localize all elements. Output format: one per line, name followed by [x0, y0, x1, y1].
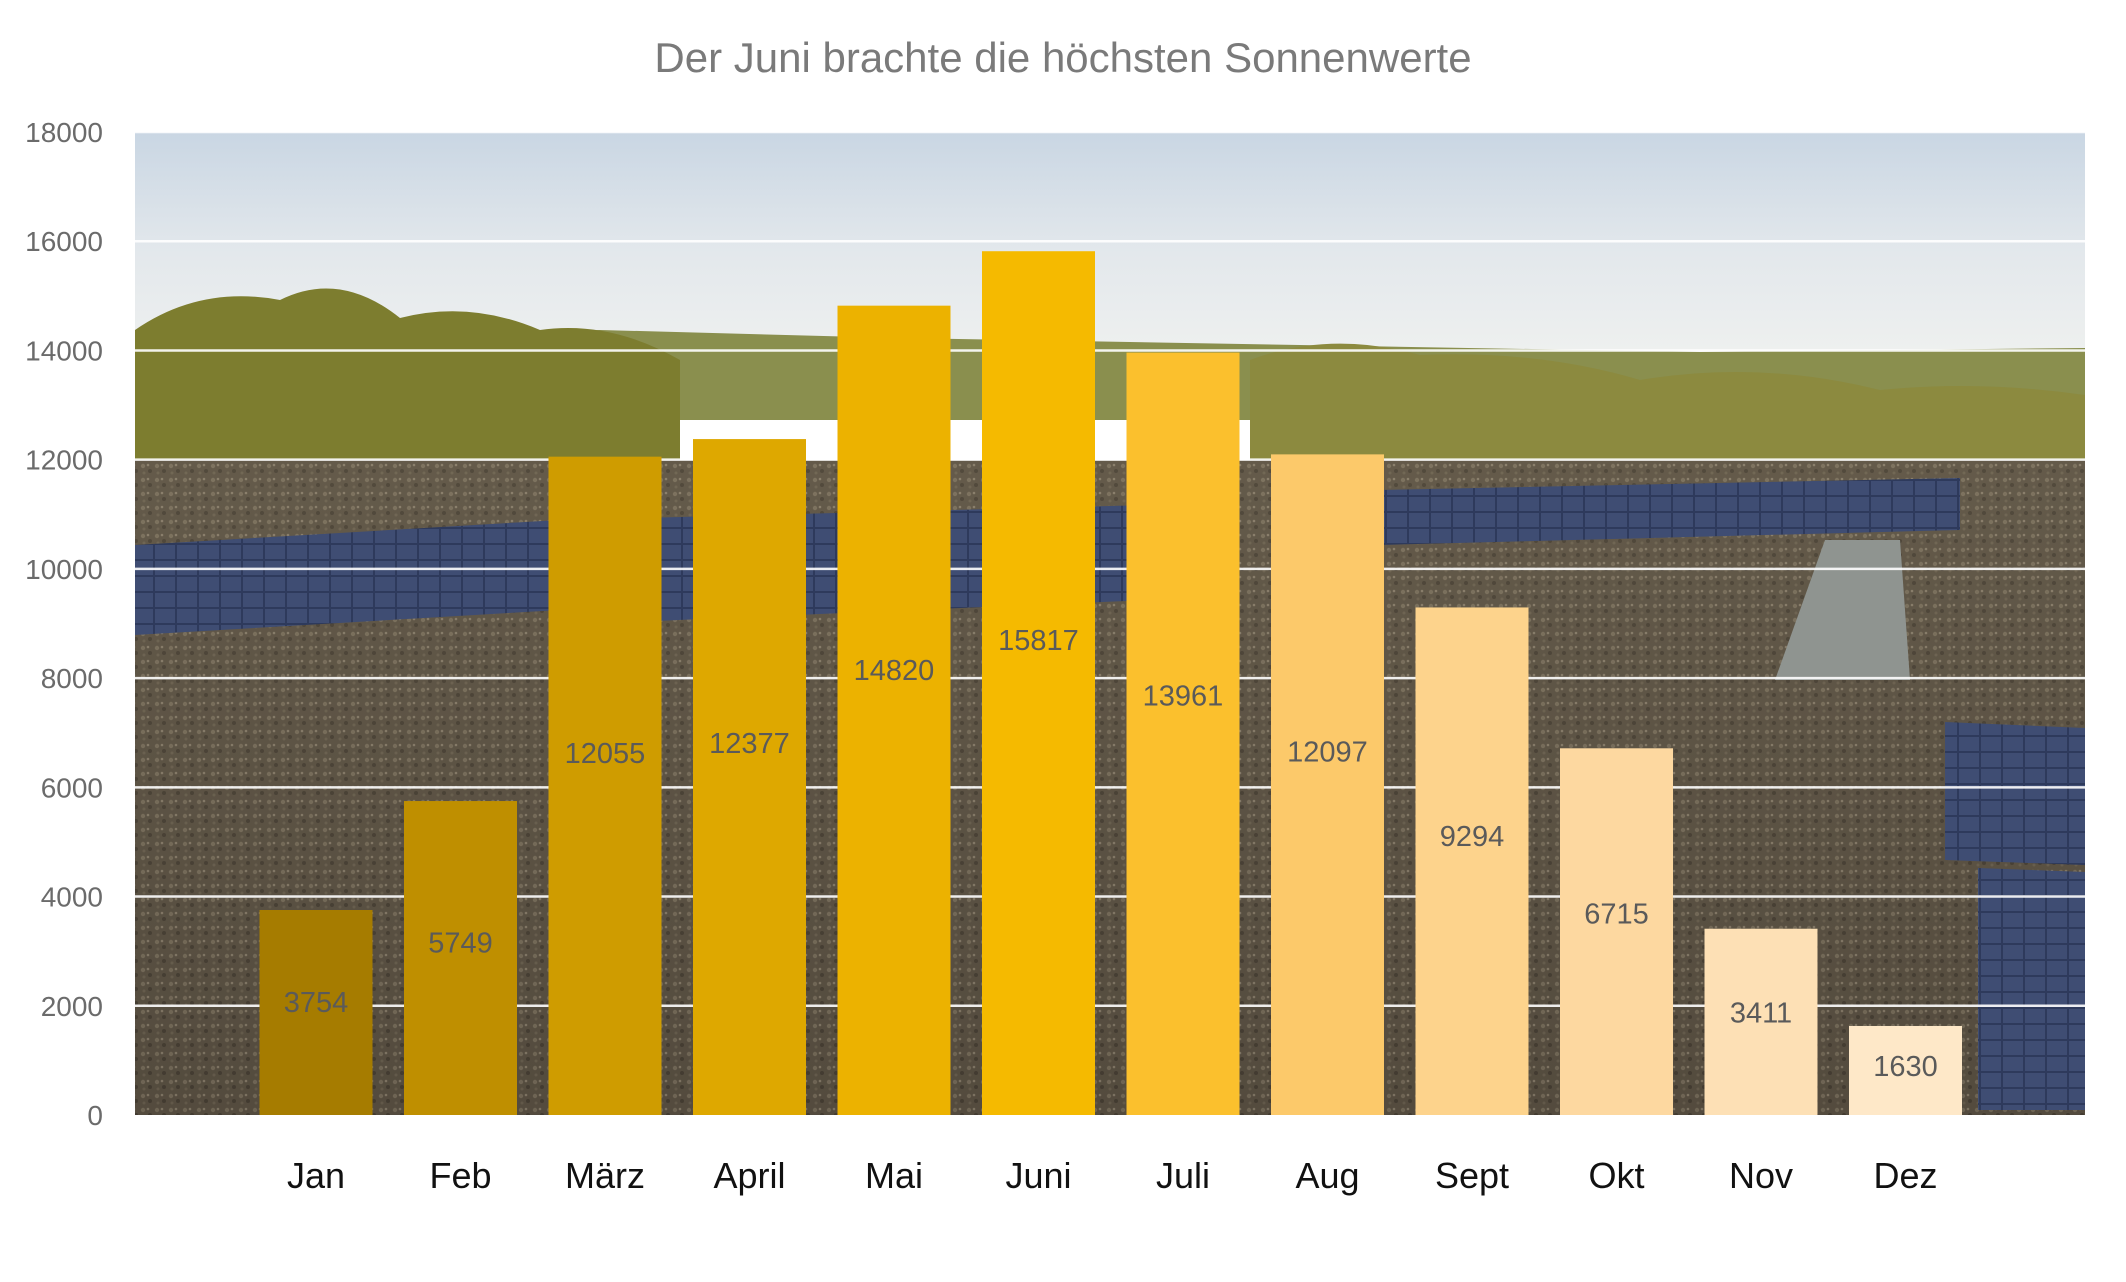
y-tick-label: 8000 — [41, 663, 103, 694]
data-label: 6715 — [1584, 898, 1649, 930]
y-axis-ticks: 0 2000 4000 6000 8000 10000 12000 14000 16000 180… — [25, 117, 103, 1131]
bar — [404, 801, 517, 1115]
x-tick-label: Dez — [1873, 1155, 1937, 1196]
x-tick-label: Aug — [1295, 1155, 1359, 1196]
bar — [259, 909, 373, 1115]
y-tick-label: 10000 — [25, 554, 103, 585]
y-tick-label: 6000 — [41, 772, 103, 803]
x-tick-label: Juli — [1156, 1155, 1210, 1196]
x-tick-label: März — [565, 1155, 645, 1196]
data-label: 9294 — [1440, 821, 1505, 853]
y-tick-label: 2000 — [41, 991, 103, 1022]
y-tick-label: 12000 — [25, 445, 103, 476]
bar — [1271, 454, 1384, 1115]
data-label: 1630 — [1873, 1051, 1938, 1083]
bar — [982, 251, 1095, 1115]
data-label: 13961 — [1143, 681, 1224, 713]
y-tick-label: 4000 — [41, 882, 103, 913]
bar — [548, 456, 662, 1115]
x-tick-label: Feb — [429, 1155, 491, 1196]
bar — [837, 305, 951, 1115]
bar — [1126, 352, 1240, 1115]
data-label: 12377 — [709, 728, 790, 760]
y-tick-label: 16000 — [25, 226, 103, 257]
bar — [693, 439, 806, 1116]
data-label: 12097 — [1287, 737, 1368, 769]
x-tick-label: April — [713, 1155, 785, 1196]
y-tick-label: 0 — [87, 1100, 103, 1131]
bar — [1849, 1025, 1962, 1115]
data-label: 5749 — [428, 927, 493, 959]
concrete-walkway — [1775, 540, 1910, 680]
x-tick-label: Nov — [1729, 1155, 1793, 1196]
bar — [1560, 748, 1673, 1115]
solar-panel-row-left — [135, 520, 560, 635]
data-label: 3754 — [284, 987, 349, 1019]
x-tick-label: Mai — [865, 1155, 923, 1196]
x-tick-label: Sept — [1435, 1155, 1509, 1196]
x-tick-label: Jan — [287, 1155, 345, 1196]
data-labels: 3754 5749 12055 12377 14820 15817 13961 12097 92… — [284, 625, 1938, 1083]
solar-panel-front-right — [1945, 722, 2085, 865]
data-label: 15817 — [998, 625, 1079, 657]
trees-right — [1250, 343, 2085, 470]
data-label: 3411 — [1730, 998, 1792, 1030]
solar-panel-corner-right — [1978, 868, 2085, 1110]
x-tick-label: Juni — [1005, 1155, 1071, 1196]
x-tick-label: Okt — [1588, 1155, 1644, 1196]
chart-title: Der Juni brachte die höchsten Sonnenwert… — [654, 34, 1471, 81]
data-label: 12055 — [565, 738, 646, 770]
y-tick-label: 14000 — [25, 335, 103, 366]
solar-panel-row-right — [1380, 478, 1960, 545]
bar — [1415, 607, 1529, 1115]
bars — [259, 251, 1962, 1116]
bar — [1704, 928, 1818, 1115]
x-axis-ticks: Jan Feb März April Mai Juni Juli Aug Sept Okt Nov D… — [287, 1155, 1938, 1196]
y-tick-label: 18000 — [25, 117, 103, 148]
data-label: 14820 — [854, 655, 935, 687]
